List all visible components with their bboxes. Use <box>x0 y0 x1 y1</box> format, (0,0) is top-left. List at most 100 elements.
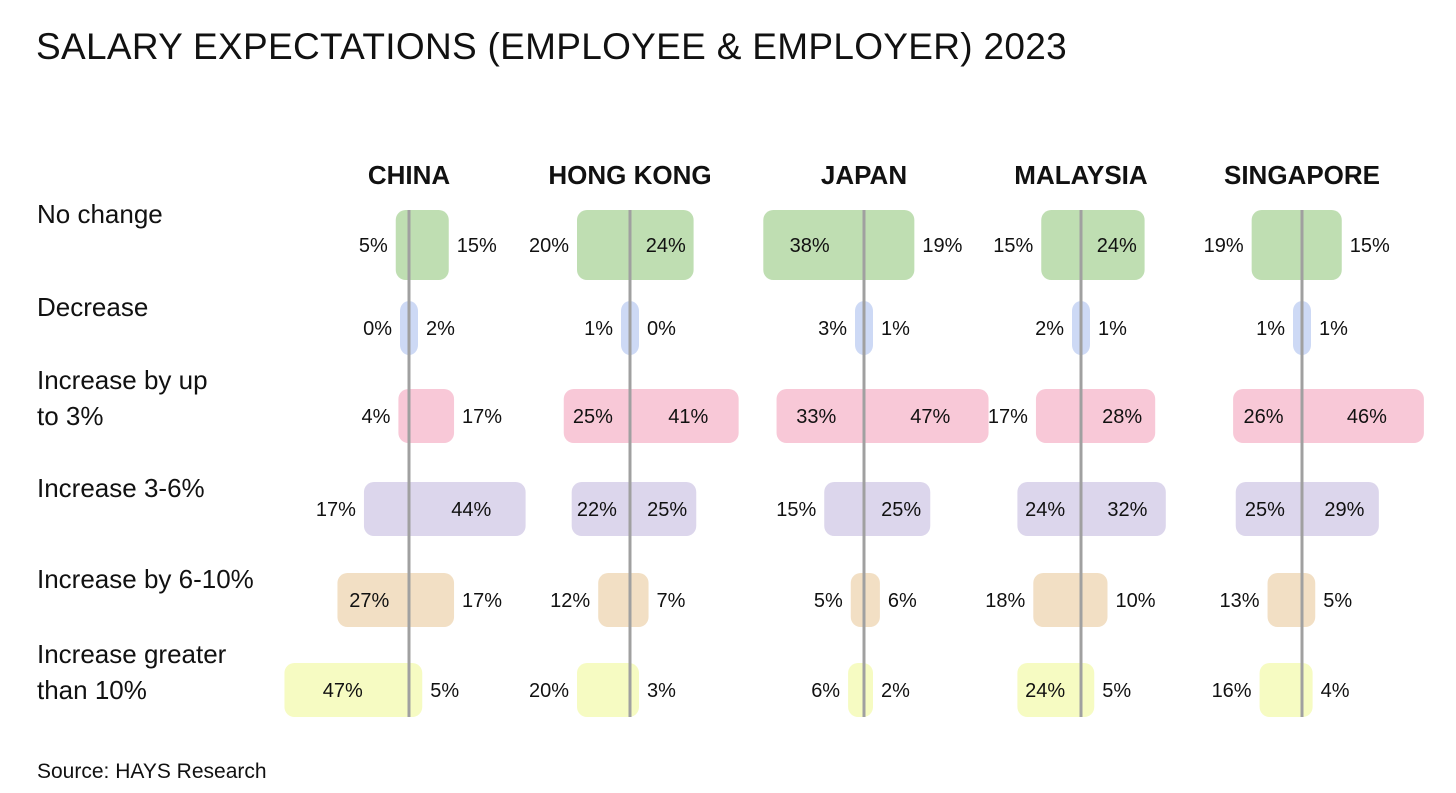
value-label-right: 25% <box>881 499 921 521</box>
bar-china-row-2 <box>398 389 455 443</box>
value-label-right: 5% <box>430 680 459 702</box>
category-label: Increase by 6-10% <box>37 564 254 594</box>
bar-hong-kong-row-2 <box>563 389 739 443</box>
bar-china-row-4 <box>337 573 455 627</box>
value-label-left: 20% <box>529 235 569 257</box>
value-label-left: 15% <box>776 499 816 521</box>
bar-malaysia-row-0 <box>1041 210 1145 280</box>
value-label-right: 15% <box>1350 235 1390 257</box>
value-label-right: 10% <box>1116 590 1156 612</box>
value-label-right: 2% <box>426 318 455 340</box>
bar-china-row-0 <box>395 210 449 280</box>
country-header: JAPAN <box>821 160 907 190</box>
value-label-right: 1% <box>881 318 910 340</box>
bar-malaysia-row-5 <box>1017 663 1095 717</box>
value-label-left: 3% <box>818 318 847 340</box>
value-label-right: 7% <box>657 590 686 612</box>
bar-japan-row-3 <box>824 482 931 536</box>
category-label: No change <box>37 199 163 229</box>
bar-singapore-row-0 <box>1251 210 1342 280</box>
value-label-left: 25% <box>1245 499 1285 521</box>
value-label-left: 5% <box>359 235 388 257</box>
value-label-right: 29% <box>1324 499 1364 521</box>
bar-malaysia-row-4 <box>1033 573 1108 627</box>
bar-hong-kong-row-4 <box>598 573 649 627</box>
bar-singapore-row-2 <box>1233 389 1424 443</box>
category-label: Decrease <box>37 292 148 322</box>
value-label-right: 1% <box>1319 318 1348 340</box>
value-label-right: 4% <box>1321 680 1350 702</box>
category-label: Increase by up <box>37 365 208 395</box>
value-label-right: 5% <box>1102 680 1131 702</box>
value-label-right: 5% <box>1323 590 1352 612</box>
value-label-left: 1% <box>1256 318 1285 340</box>
value-label-right: 3% <box>647 680 676 702</box>
value-label-left: 26% <box>1244 406 1284 428</box>
value-label-left: 17% <box>988 406 1028 428</box>
value-label-right: 19% <box>922 235 962 257</box>
value-label-right: 25% <box>647 499 687 521</box>
bar-malaysia-row-3 <box>1017 482 1166 536</box>
bar-hong-kong-row-3 <box>571 482 697 536</box>
value-label-right: 17% <box>462 406 502 428</box>
value-label-left: 15% <box>993 235 1033 257</box>
bar-hong-kong-row-0 <box>577 210 694 280</box>
value-label-left: 13% <box>1220 590 1260 612</box>
category-label: than 10% <box>37 675 147 705</box>
bar-japan-row-0 <box>763 210 915 280</box>
country-header: MALAYSIA <box>1014 160 1148 190</box>
value-label-right: 44% <box>451 499 491 521</box>
category-label: to 3% <box>37 401 104 431</box>
value-label-right: 41% <box>668 406 708 428</box>
value-label-left: 24% <box>1025 499 1065 521</box>
value-label-right: 24% <box>646 235 686 257</box>
value-label-left: 5% <box>814 590 843 612</box>
category-label: Increase 3-6% <box>37 473 205 503</box>
value-label-left: 27% <box>349 590 389 612</box>
country-header: HONG KONG <box>548 160 711 190</box>
value-label-right: 0% <box>647 318 676 340</box>
value-label-left: 33% <box>796 406 836 428</box>
country-header: SINGAPORE <box>1224 160 1380 190</box>
value-label-right: 47% <box>910 406 950 428</box>
chart-title: SALARY EXPECTATIONS (EMPLOYEE & EMPLOYER… <box>36 26 1067 67</box>
bar-hong-kong-row-5 <box>577 663 639 717</box>
bar-singapore-row-3 <box>1235 482 1379 536</box>
bar-china-row-3 <box>363 482 526 536</box>
value-label-left: 17% <box>316 499 356 521</box>
value-label-left: 19% <box>1204 235 1244 257</box>
bar-singapore-row-4 <box>1267 573 1316 627</box>
value-label-right: 24% <box>1097 235 1137 257</box>
value-label-left: 0% <box>363 318 392 340</box>
value-label-right: 1% <box>1098 318 1127 340</box>
value-label-left: 22% <box>577 499 617 521</box>
value-label-right: 6% <box>888 590 917 612</box>
value-label-left: 24% <box>1025 680 1065 702</box>
source-note: Source: HAYS Research <box>37 760 267 783</box>
value-label-left: 16% <box>1212 680 1252 702</box>
value-label-left: 25% <box>573 406 613 428</box>
value-label-left: 6% <box>811 680 840 702</box>
bar-china-row-5 <box>284 663 423 717</box>
country-header: CHINA <box>368 160 451 190</box>
value-label-left: 2% <box>1035 318 1064 340</box>
category-label: Increase greater <box>37 639 227 669</box>
value-label-right: 15% <box>457 235 497 257</box>
value-label-left: 4% <box>361 406 390 428</box>
value-label-right: 32% <box>1107 499 1147 521</box>
value-label-left: 47% <box>323 680 363 702</box>
value-label-right: 17% <box>462 590 502 612</box>
bar-japan-row-2 <box>776 389 989 443</box>
value-label-left: 12% <box>550 590 590 612</box>
value-label-left: 38% <box>790 235 830 257</box>
value-label-left: 18% <box>985 590 1025 612</box>
value-label-right: 46% <box>1347 406 1387 428</box>
value-label-right: 28% <box>1102 406 1142 428</box>
bar-singapore-row-5 <box>1259 663 1313 717</box>
value-label-right: 2% <box>881 680 910 702</box>
value-label-left: 1% <box>584 318 613 340</box>
value-label-left: 20% <box>529 680 569 702</box>
bar-malaysia-row-2 <box>1035 389 1156 443</box>
bar-japan-row-5 <box>848 663 873 717</box>
